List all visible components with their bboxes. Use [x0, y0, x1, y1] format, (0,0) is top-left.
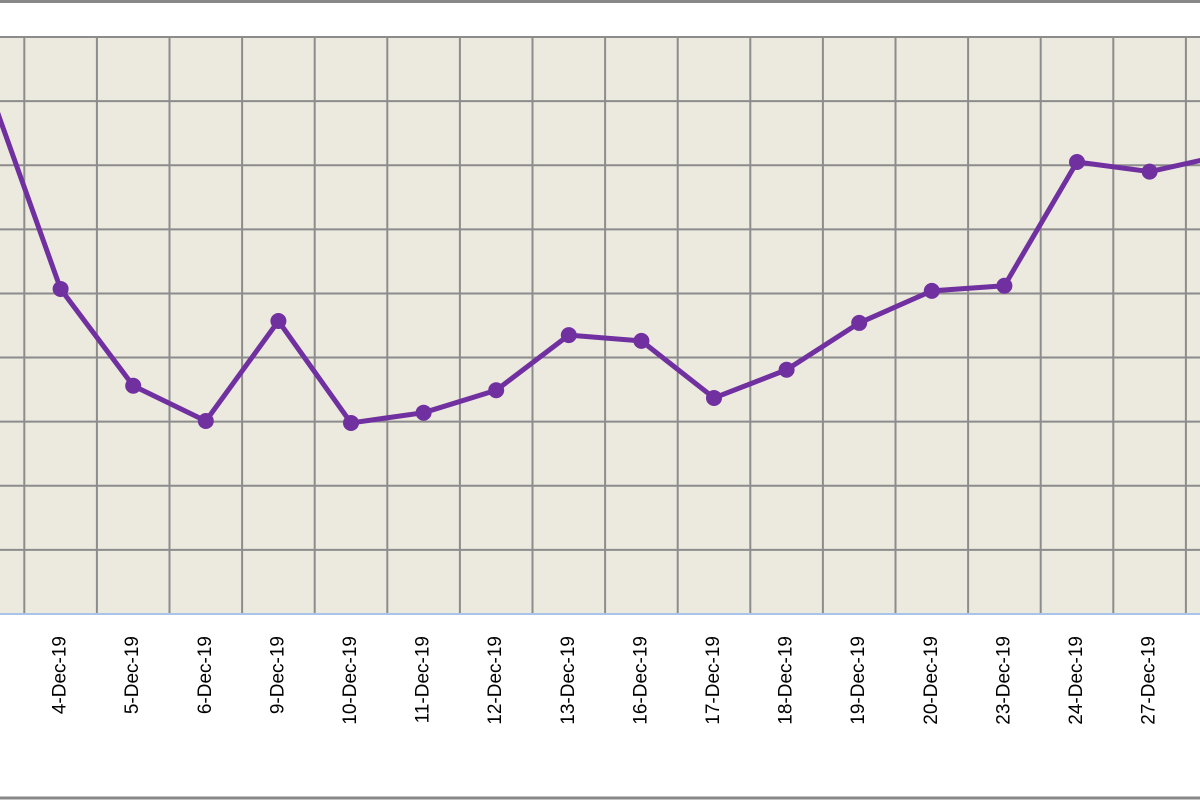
marker	[778, 361, 795, 378]
x-tick-label: 6-Dec-19	[195, 636, 216, 714]
x-tick-label: 13-Dec-19	[558, 636, 579, 725]
x-tick-label: 18-Dec-19	[776, 636, 797, 725]
marker	[996, 277, 1013, 294]
marker	[706, 389, 722, 406]
line	[0, 111, 1200, 426]
x-tick-label: 12-Dec-19	[485, 636, 506, 725]
marker	[1069, 154, 1085, 171]
marker	[125, 377, 142, 394]
x-tick-label: 11-Dec-19	[413, 636, 434, 723]
marker	[488, 382, 505, 399]
marker	[415, 404, 432, 421]
x-tick-label: 16-Dec-19	[630, 636, 651, 725]
marker	[343, 414, 359, 431]
x-tick-label: 19-Dec-19	[848, 636, 869, 725]
x-tick-label: 10-Dec-19	[340, 636, 361, 725]
marker	[923, 282, 940, 299]
marker	[633, 332, 650, 349]
marker	[560, 327, 577, 344]
x-tick-label: 17-Dec-19	[703, 636, 724, 725]
x-tick-label: 24-Dec-19	[1066, 636, 1087, 725]
marker	[197, 413, 214, 430]
x-tick-label: 9-Dec-19	[267, 636, 288, 714]
marker	[270, 313, 287, 330]
x-tick-label: 4-Dec-19	[50, 636, 71, 714]
marker	[52, 280, 69, 297]
x-tick-label: 5-Dec-19	[122, 636, 143, 714]
x-tick-label: 23-Dec-19	[993, 636, 1014, 725]
x-tick-label: 27-Dec-19	[1139, 636, 1160, 725]
x-tick-label: 20-Dec-19	[921, 636, 942, 725]
marker	[1141, 163, 1158, 180]
plot-area	[0, 37, 1200, 614]
marker	[851, 314, 868, 331]
